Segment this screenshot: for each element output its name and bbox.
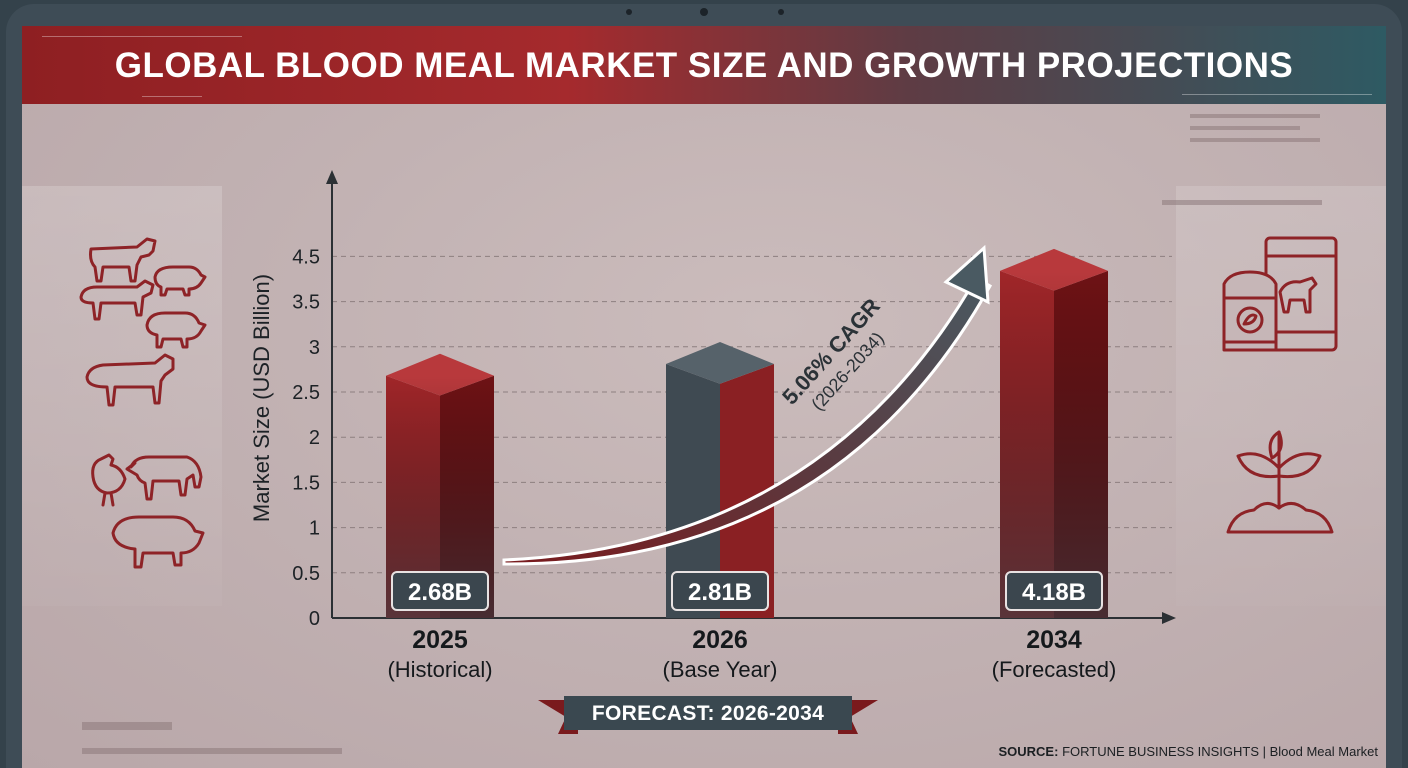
livestock-icons bbox=[79, 237, 207, 569]
title-banner: GLOBAL BLOOD MEAL MARKET SIZE AND GROWTH… bbox=[22, 26, 1386, 104]
cagr-arrow bbox=[502, 275, 993, 566]
decor-strip bbox=[1190, 126, 1300, 130]
y-axis-label: Market Size (USD Billion) bbox=[249, 273, 274, 523]
cagr-arrow-head bbox=[943, 244, 990, 305]
y-tick-label: 1.5 bbox=[292, 472, 320, 494]
bar-top bbox=[666, 341, 774, 384]
header-rule bbox=[142, 96, 202, 97]
infographic-screen: GLOBAL BLOOD MEAL MARKET SIZE AND GROWTH… bbox=[22, 26, 1386, 768]
decor-strip bbox=[1190, 138, 1320, 142]
bar-chart: 00.511.522.533.54.52.68B 2.81B 4.18B5.06% … bbox=[292, 170, 1176, 630]
y-tick-label: 2 bbox=[309, 427, 320, 449]
bar-shade bbox=[386, 375, 494, 618]
sensor-dot bbox=[626, 9, 632, 15]
decor-strip bbox=[82, 722, 172, 730]
pig-icon bbox=[153, 265, 207, 297]
decor-strip bbox=[1162, 200, 1322, 205]
x-category-year: 2034 bbox=[1026, 626, 1082, 654]
x-category-sub: (Base Year) bbox=[662, 657, 778, 682]
value-label: 2.81B bbox=[688, 579, 752, 606]
value-label-box bbox=[1005, 571, 1103, 611]
y-tick-label: 4.5 bbox=[292, 246, 320, 268]
y-axis-arrow bbox=[326, 170, 338, 184]
sensor-dot bbox=[778, 9, 784, 15]
source-note: SOURCE: FORTUNE BUSINESS INSIGHTS | Bloo… bbox=[998, 744, 1378, 759]
webcam-icon bbox=[700, 8, 708, 16]
source-label: SOURCE: bbox=[998, 744, 1059, 759]
x-category-year: 2026 bbox=[692, 626, 748, 654]
source-text: FORTUNE BUSINESS INSIGHTS | Blood Meal M… bbox=[1062, 744, 1378, 759]
y-tick-label: 2.5 bbox=[292, 382, 320, 404]
value-label: 2.68B bbox=[408, 579, 472, 606]
decor-strip bbox=[1190, 114, 1320, 118]
y-tick-label: 0.5 bbox=[292, 563, 320, 585]
bar-side bbox=[720, 363, 774, 618]
left-decor-panel bbox=[22, 186, 222, 606]
x-axis-arrow bbox=[1162, 612, 1176, 624]
bar-shade bbox=[1000, 270, 1108, 618]
goat-icon bbox=[125, 455, 203, 501]
page-title: GLOBAL BLOOD MEAL MARKET SIZE AND GROWTH… bbox=[114, 46, 1294, 85]
sheep-icon bbox=[79, 279, 155, 321]
value-label-box bbox=[391, 571, 489, 611]
plant-soil-icon bbox=[1226, 430, 1334, 534]
x-category-sub: (Forecasted) bbox=[991, 657, 1117, 682]
cow-icon bbox=[85, 353, 175, 407]
y-tick-label: 0 bbox=[309, 608, 320, 630]
bar-face bbox=[666, 363, 720, 618]
header-rule bbox=[42, 36, 242, 37]
forecast-ribbon bbox=[538, 696, 878, 734]
cow-icon bbox=[89, 237, 157, 283]
pig-icon bbox=[111, 515, 205, 569]
forecast-label: FORECAST: 2026-2034 bbox=[591, 702, 825, 725]
value-label: 4.18B bbox=[1022, 579, 1086, 606]
x-category-year: 2025 bbox=[412, 626, 468, 654]
decor-strip bbox=[82, 748, 342, 754]
y-tick-label: 3.5 bbox=[292, 292, 320, 314]
chicken-icon bbox=[91, 453, 127, 507]
value-label-box bbox=[671, 571, 769, 611]
header-rule bbox=[1182, 94, 1372, 95]
y-tick-label: 1 bbox=[309, 518, 320, 540]
y-tick-label: 3 bbox=[309, 337, 320, 359]
feed-bag-icon bbox=[1222, 236, 1338, 352]
pig-icon bbox=[145, 311, 207, 349]
x-category-sub: (Historical) bbox=[387, 657, 493, 682]
